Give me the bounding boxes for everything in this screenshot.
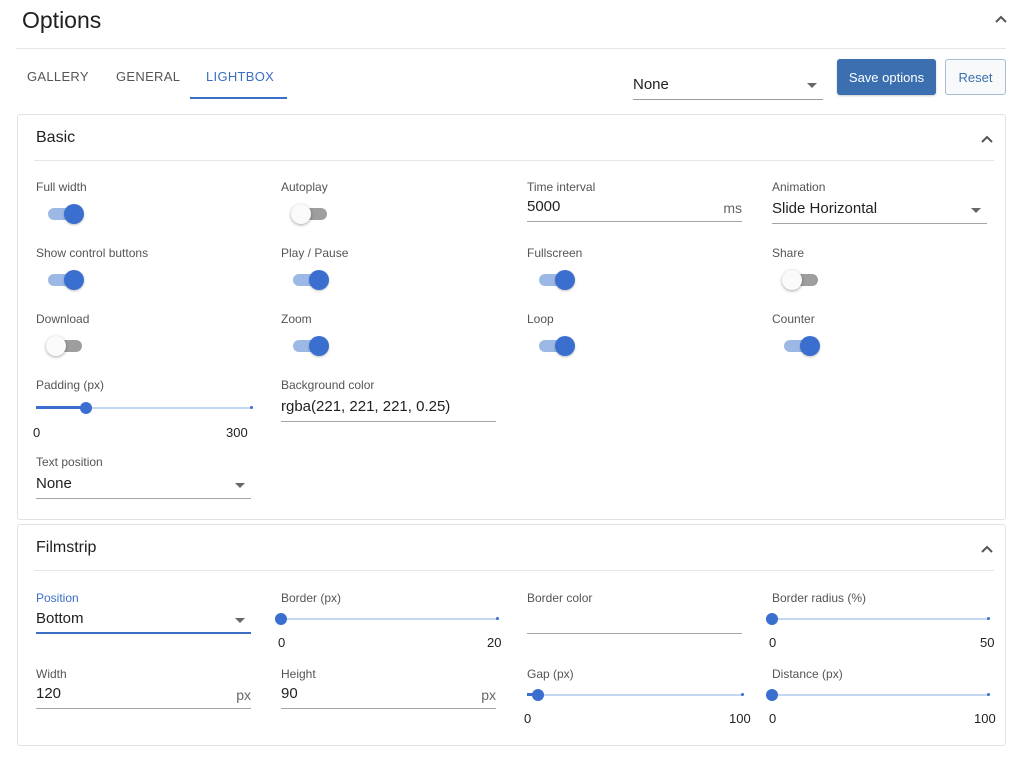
loop-toggle[interactable] bbox=[539, 334, 575, 356]
share-toggle[interactable] bbox=[782, 268, 820, 290]
gap-label: Gap (px) bbox=[527, 667, 574, 681]
tab-general[interactable]: GENERAL bbox=[116, 69, 181, 84]
show-control-buttons-label: Show control buttons bbox=[36, 246, 149, 260]
counter-toggle[interactable] bbox=[784, 334, 820, 356]
save-options-button[interactable]: Save options bbox=[837, 59, 936, 95]
preset-select[interactable]: None bbox=[633, 74, 823, 100]
preset-select-value: None bbox=[633, 76, 669, 93]
page-title: Options bbox=[22, 7, 102, 33]
share-label: Share bbox=[772, 246, 805, 260]
active-tab-indicator bbox=[190, 97, 287, 99]
fullscreen-toggle[interactable] bbox=[539, 268, 575, 290]
border-min: 0 bbox=[278, 635, 286, 650]
height-label: Height bbox=[281, 667, 316, 681]
height-value: 90 bbox=[281, 685, 298, 702]
zoom-label: Zoom bbox=[281, 312, 312, 326]
distance-label: Distance (px) bbox=[772, 667, 843, 681]
animation-value: Slide Horizontal bbox=[772, 200, 878, 217]
border-radius-min: 0 bbox=[769, 635, 777, 650]
full-width-toggle[interactable] bbox=[48, 202, 84, 224]
tab-lightbox[interactable]: LIGHTBOX bbox=[206, 69, 275, 84]
time-interval-label: Time interval bbox=[527, 180, 596, 194]
collapse-chevron-up-icon[interactable] bbox=[993, 13, 1009, 25]
basic-panel: Basic Full width Autoplay Time interval … bbox=[17, 114, 1006, 520]
width-unit: px bbox=[236, 687, 251, 703]
gap-max: 100 bbox=[729, 711, 751, 726]
padding-max: 300 bbox=[226, 425, 248, 440]
collapse-chevron-up-icon[interactable] bbox=[980, 544, 994, 554]
position-value: Bottom bbox=[36, 610, 84, 627]
border-slider[interactable] bbox=[275, 611, 499, 627]
filmstrip-panel-title: Filmstrip bbox=[36, 539, 97, 556]
autoplay-toggle[interactable] bbox=[291, 202, 329, 224]
collapse-chevron-up-icon[interactable] bbox=[980, 134, 994, 144]
filmstrip-panel: Filmstrip Position Bottom Border (px) 0 … bbox=[17, 524, 1006, 746]
time-interval-value: 5000 bbox=[527, 198, 561, 215]
play-pause-label: Play / Pause bbox=[281, 246, 349, 260]
border-radius-label: Border radius (%) bbox=[772, 591, 867, 605]
width-label: Width bbox=[36, 667, 67, 681]
text-position-value: None bbox=[36, 475, 72, 492]
chevron-down-icon bbox=[971, 208, 981, 213]
counter-label: Counter bbox=[772, 312, 815, 326]
height-unit: px bbox=[481, 687, 496, 703]
basic-panel-divider bbox=[34, 160, 994, 161]
background-color-label: Background color bbox=[281, 378, 375, 392]
filmstrip-panel-divider bbox=[34, 570, 994, 571]
width-input[interactable]: 120 px bbox=[36, 683, 251, 709]
padding-min: 0 bbox=[33, 425, 41, 440]
distance-slider[interactable] bbox=[766, 687, 990, 703]
show-control-buttons-toggle[interactable] bbox=[48, 268, 84, 290]
border-color-input[interactable] bbox=[527, 608, 742, 634]
autoplay-label: Autoplay bbox=[281, 180, 328, 194]
gap-slider[interactable] bbox=[527, 687, 744, 703]
background-color-value: rgba(221, 221, 221, 0.25) bbox=[281, 398, 451, 415]
distance-max: 100 bbox=[974, 711, 996, 726]
border-label: Border (px) bbox=[281, 591, 342, 605]
time-interval-input[interactable]: 5000 ms bbox=[527, 196, 742, 222]
padding-slider[interactable] bbox=[36, 400, 253, 416]
full-width-label: Full width bbox=[36, 180, 87, 194]
padding-label: Padding (px) bbox=[36, 378, 105, 392]
border-radius-max: 50 bbox=[980, 635, 995, 650]
position-label: Position bbox=[36, 591, 79, 605]
download-label: Download bbox=[36, 312, 90, 326]
border-radius-slider[interactable] bbox=[766, 611, 990, 627]
zoom-toggle[interactable] bbox=[293, 334, 329, 356]
border-max: 20 bbox=[487, 635, 502, 650]
time-interval-unit: ms bbox=[723, 200, 742, 216]
animation-label: Animation bbox=[772, 180, 826, 194]
tab-gallery[interactable]: GALLERY bbox=[27, 69, 89, 84]
width-value: 120 bbox=[36, 685, 62, 702]
chevron-down-icon bbox=[807, 83, 817, 88]
fullscreen-label: Fullscreen bbox=[527, 246, 583, 260]
position-select[interactable]: Bottom bbox=[36, 608, 251, 634]
border-color-label: Border color bbox=[527, 591, 593, 605]
animation-select[interactable]: Slide Horizontal bbox=[772, 198, 987, 224]
chevron-down-icon bbox=[235, 483, 245, 488]
height-input[interactable]: 90 px bbox=[281, 683, 496, 709]
basic-panel-title: Basic bbox=[36, 129, 76, 146]
chevron-down-icon bbox=[235, 618, 245, 623]
play-pause-toggle[interactable] bbox=[293, 268, 329, 290]
text-position-label: Text position bbox=[36, 455, 103, 469]
reset-button[interactable]: Reset bbox=[945, 59, 1006, 95]
distance-min: 0 bbox=[769, 711, 777, 726]
download-toggle[interactable] bbox=[46, 334, 84, 356]
gap-min: 0 bbox=[524, 711, 532, 726]
loop-label: Loop bbox=[527, 312, 554, 326]
text-position-select[interactable]: None bbox=[36, 473, 251, 499]
header-divider bbox=[16, 48, 1006, 49]
background-color-input[interactable]: rgba(221, 221, 221, 0.25) bbox=[281, 396, 496, 422]
